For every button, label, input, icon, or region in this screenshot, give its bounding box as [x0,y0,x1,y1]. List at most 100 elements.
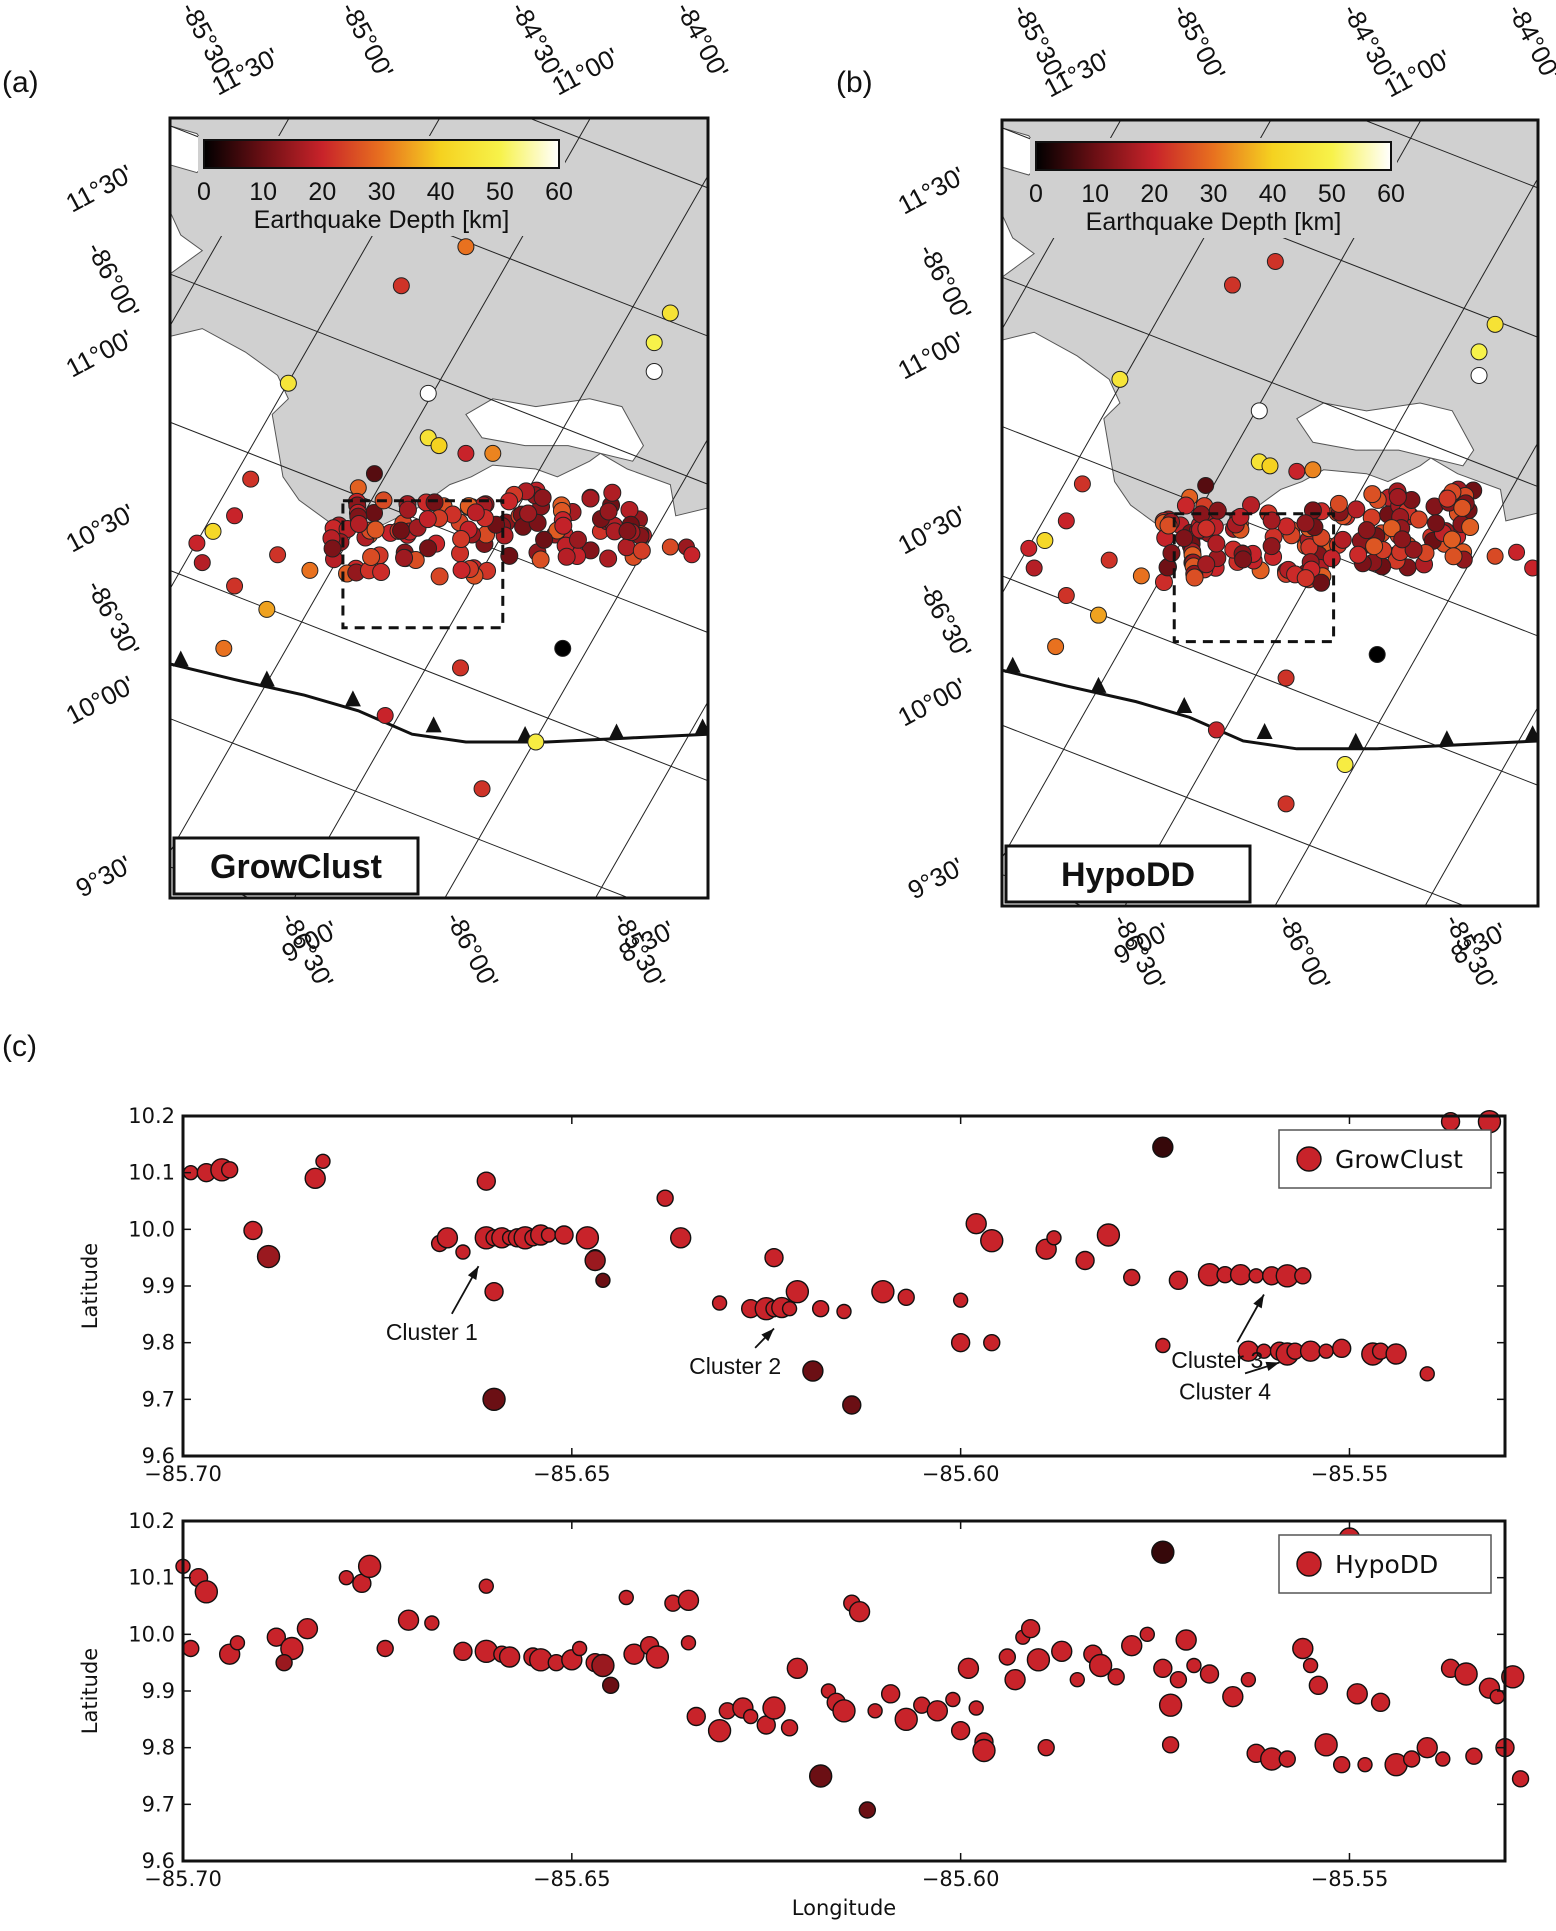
y-tick-label: 10.0 [128,1217,175,1241]
scatter-point [436,1227,459,1249]
trench-triangle [258,670,275,687]
graticule-line [527,118,708,189]
scatter-point [1419,1366,1435,1382]
earthquake-event [392,277,410,295]
earthquake-event [1057,512,1075,530]
earthquake-event [215,639,233,657]
earthquake-event [1461,517,1480,536]
scatter-point [1435,1751,1451,1767]
trench-triangle [1256,723,1273,740]
y-tick-label: 10.2 [128,1104,175,1128]
colorbar-tick-label: 40 [427,178,455,206]
scatter-point [484,1281,504,1302]
map-coordinate-label: -86°00' [1272,909,1337,995]
earthquake-event [1100,551,1118,569]
trench-triangle [608,723,625,740]
graticule-line [982,0,1556,46]
scatter-point [707,1718,732,1743]
x-tick-label: −85.65 [533,1462,611,1486]
graticule-line [170,421,708,634]
earthquake-event [1185,568,1204,587]
cluster-annotation: Cluster 3 [1171,1347,1263,1373]
colorbar-tick-label: 60 [1377,180,1405,208]
earthquake-event [418,510,437,529]
y-tick-label: 9.6 [142,1849,175,1873]
colorbar-tick-label: 60 [545,178,573,206]
scatter-point [1123,1268,1141,1287]
earthquake-event [1404,540,1423,559]
colorbar-tick-label: 0 [1029,180,1043,208]
annotation-arrowhead [761,1328,775,1342]
study-area-box [1172,512,1336,644]
earthquake-event [1508,543,1526,561]
earthquake-event [226,577,244,595]
scatter-point [811,1299,830,1318]
scatter-point [1511,1770,1530,1788]
scatter-point [623,1643,645,1665]
graticule-line [170,569,708,782]
trench-triangle [344,690,361,707]
scatter-point [220,1161,239,1179]
map-coordinate-label: 11°00' [893,325,970,385]
method-label: GrowClust [210,848,382,886]
scatter-point [764,1247,784,1268]
earthquake-event [242,470,260,488]
scatter-point [571,1640,588,1657]
scatter-point [785,1279,810,1304]
scatter-point [266,1627,287,1647]
scatter-point [656,1189,674,1207]
earthquake-event [452,530,471,549]
scatter-point [1088,1653,1113,1678]
graticule-line [0,0,137,938]
scatter-point [1501,1665,1525,1689]
graticule-line [1002,276,1538,488]
map-coordinate-label: -86°00' [440,907,505,993]
earthquake-event [1277,795,1295,813]
scatter-point [742,1708,759,1725]
earthquake-event [362,548,381,567]
trench-triangle [1004,656,1021,673]
earthquake-event [1296,569,1315,588]
earthquake-event [617,538,636,557]
x-axis-label: Longitude [792,1896,896,1920]
scatter-point [1402,1750,1421,1768]
earthquake-event [301,561,319,579]
earthquake-event [430,567,449,586]
scatter-point [1465,1747,1483,1765]
earthquake-event [349,515,368,534]
map-coordinate-label: -85°00' [335,0,400,83]
scatter-point [498,1646,521,1668]
scatter-point [1153,1658,1173,1679]
scatter-point [455,1244,471,1260]
scatter-point [1292,1637,1314,1660]
earthquake-event [1296,514,1315,533]
colorbar-label: Earthquake Depth [km] [1086,208,1342,236]
scatter-point [1037,1738,1055,1757]
earthquake-event [1036,532,1054,550]
panel-label-a: (a) [2,66,39,99]
scatter-point [182,1639,200,1658]
earthquake-event [581,489,600,508]
earthquake-event [1312,573,1331,592]
earthquake-event [1438,489,1457,508]
y-tick-label: 9.9 [142,1274,175,1298]
earthquake-event [193,554,211,572]
earthquake-event [1382,519,1401,538]
scatter-point [304,1167,326,1190]
earthquake-event [557,547,576,566]
scatter-panel-hypodd: 9.6 9.7 9.8 9.9 10.0 10.1 10.2 −85.70 −85.65 −85.… [78,1509,1530,1920]
trench-triangle [1524,725,1538,742]
scatter-point [1026,1648,1051,1672]
trench-triangle [1438,730,1455,747]
scatter-point [275,1653,293,1672]
method-label-box [1004,844,1252,904]
earthquake-event [1262,511,1281,530]
earthquake-event [618,522,637,541]
graticule-line [594,700,708,898]
map-coordinate-label: -86°00' [913,239,978,325]
legend-marker [1296,1146,1322,1172]
scatter-point [1357,1756,1373,1773]
earthquake-event [645,363,663,380]
trench-line [1002,668,1538,751]
scatter-point [1302,1657,1319,1674]
